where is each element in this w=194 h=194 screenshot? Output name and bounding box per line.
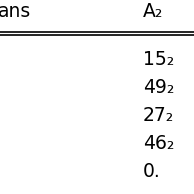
Text: A₂: A₂ (143, 2, 163, 21)
Text: 46₂: 46₂ (143, 134, 174, 153)
Text: 15₂: 15₂ (143, 50, 174, 69)
Text: 49₂: 49₂ (143, 78, 174, 97)
Text: 27₂: 27₂ (143, 106, 174, 125)
Text: ans: ans (0, 2, 31, 21)
Text: 0.: 0. (143, 162, 161, 181)
